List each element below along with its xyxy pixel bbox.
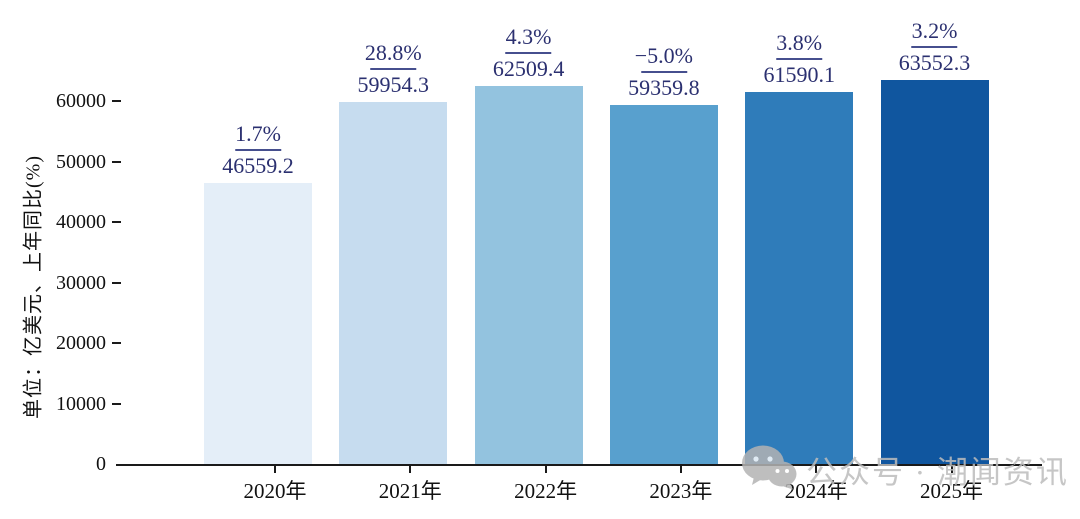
value-label: 59954.3	[357, 71, 430, 97]
annotation-divider	[235, 148, 281, 151]
y-tick-label: 60000	[56, 90, 106, 113]
annotation-divider	[370, 67, 417, 70]
annotation-divider	[911, 46, 958, 49]
bar-annotation: −5.0% 59359.8	[628, 44, 700, 100]
bar-annotation: 1.7% 46559.2	[222, 120, 294, 178]
bar-2023年	[609, 105, 718, 464]
growth-label: 3.8%	[776, 29, 823, 55]
y-tick-mark	[112, 402, 121, 405]
y-tick-label: 0	[96, 453, 106, 475]
x-tick-mark	[815, 466, 818, 473]
value-label: 46559.2	[222, 152, 294, 178]
bar-2024年	[745, 91, 854, 464]
x-tick-label: 2020年	[243, 479, 307, 503]
bar-annotation: 4.3% 62509.4	[493, 25, 565, 81]
value-label: 61590.1	[763, 61, 835, 87]
y-tick-label: 30000	[56, 271, 106, 294]
annotation-divider	[776, 57, 823, 60]
x-tick-label: 2024年	[784, 479, 848, 503]
bar-2020年	[204, 182, 312, 464]
y-tick-label: 50000	[56, 150, 106, 173]
y-tick-label: 20000	[56, 332, 106, 355]
x-tick-label: 2025年	[920, 479, 983, 503]
bar-annotation: 28.8% 59954.3	[357, 39, 430, 97]
growth-label: −5.0%	[634, 43, 693, 69]
y-tick-mark	[112, 221, 121, 224]
x-tick-mark	[274, 466, 276, 473]
y-tick-label: 10000	[56, 392, 106, 415]
bar-2025年	[880, 80, 989, 464]
value-label: 63552.3	[898, 50, 971, 76]
y-tick-mark	[112, 342, 121, 345]
x-axis-line	[116, 464, 1042, 466]
annotation-divider	[640, 71, 687, 74]
value-label: 62509.4	[492, 56, 565, 82]
x-tick-label: 2023年	[649, 479, 713, 503]
bar-2021年	[339, 101, 448, 464]
annotation-divider	[505, 52, 552, 55]
bar-annotation: 3.2% 63552.3	[899, 19, 971, 75]
y-tick-mark	[112, 160, 121, 163]
value-label: 59359.8	[628, 75, 700, 101]
x-tick-mark	[544, 466, 547, 473]
growth-label: 28.8%	[364, 39, 422, 65]
growth-label: 4.3%	[505, 24, 552, 50]
bar-annotation: 3.8% 61590.1	[763, 29, 835, 87]
x-tick-mark	[950, 466, 953, 473]
y-tick-label: 40000	[56, 211, 106, 234]
x-tick-label: 2022年	[514, 479, 578, 503]
y-tick-mark	[112, 100, 121, 103]
growth-label: 1.7%	[235, 120, 281, 146]
growth-label: 3.2%	[911, 18, 958, 44]
x-tick-mark	[409, 466, 412, 473]
bar-2022年	[474, 86, 583, 464]
x-tick-label: 2021年	[378, 479, 442, 503]
y-tick-mark	[112, 281, 121, 284]
x-tick-mark	[679, 466, 682, 473]
